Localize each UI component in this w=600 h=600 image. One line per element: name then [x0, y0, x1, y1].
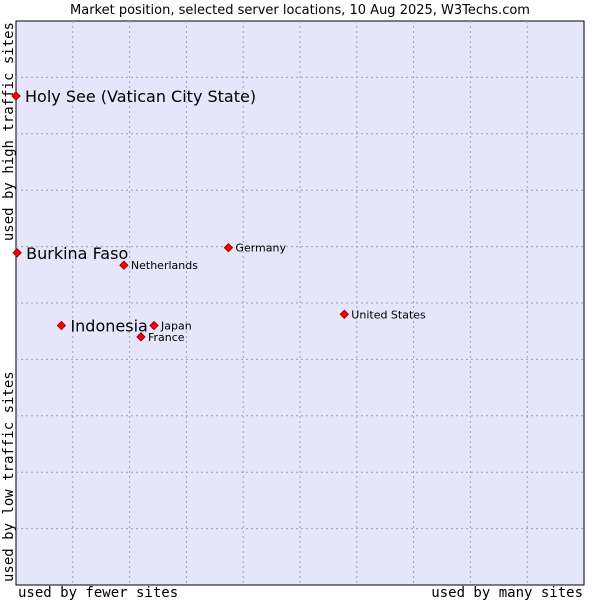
point-label-united-states: United States — [351, 308, 426, 321]
point-label-france: France — [148, 331, 185, 344]
point-marker-united-states — [339, 309, 350, 319]
point-label-germany: Germany — [235, 242, 286, 255]
point-label-japan: Japan — [160, 320, 192, 333]
point-marker-japan — [149, 320, 159, 331]
point-marker-burkina-faso — [12, 248, 22, 258]
grid-lines — [16, 21, 584, 585]
chart-title: Market position, selected server locatio… — [70, 3, 530, 18]
y-axis-label-top: used by high traffic sites — [1, 22, 17, 241]
point-marker-germany — [223, 243, 234, 253]
x-axis-label-left: used by fewer sites — [18, 585, 178, 600]
y-axis-label-bottom: used by low traffic sites — [1, 371, 17, 582]
point-label-netherlands: Netherlands — [131, 259, 198, 272]
point-marker-netherlands — [119, 260, 129, 270]
point-marker-holy-see-vatican-city-state — [11, 91, 21, 101]
point-label-burkina-faso: Burkina Faso — [26, 244, 128, 263]
point-marker-france — [136, 332, 146, 342]
point-marker-indonesia — [56, 320, 67, 331]
point-label-indonesia: Indonesia — [70, 317, 147, 336]
point-label-holy-see-vatican-city-state: Holy See (Vatican City State) — [25, 87, 256, 106]
x-axis-label-right: used by many sites — [431, 585, 583, 600]
data-points: Holy See (Vatican City State) Burkina Fas… — [11, 87, 426, 344]
